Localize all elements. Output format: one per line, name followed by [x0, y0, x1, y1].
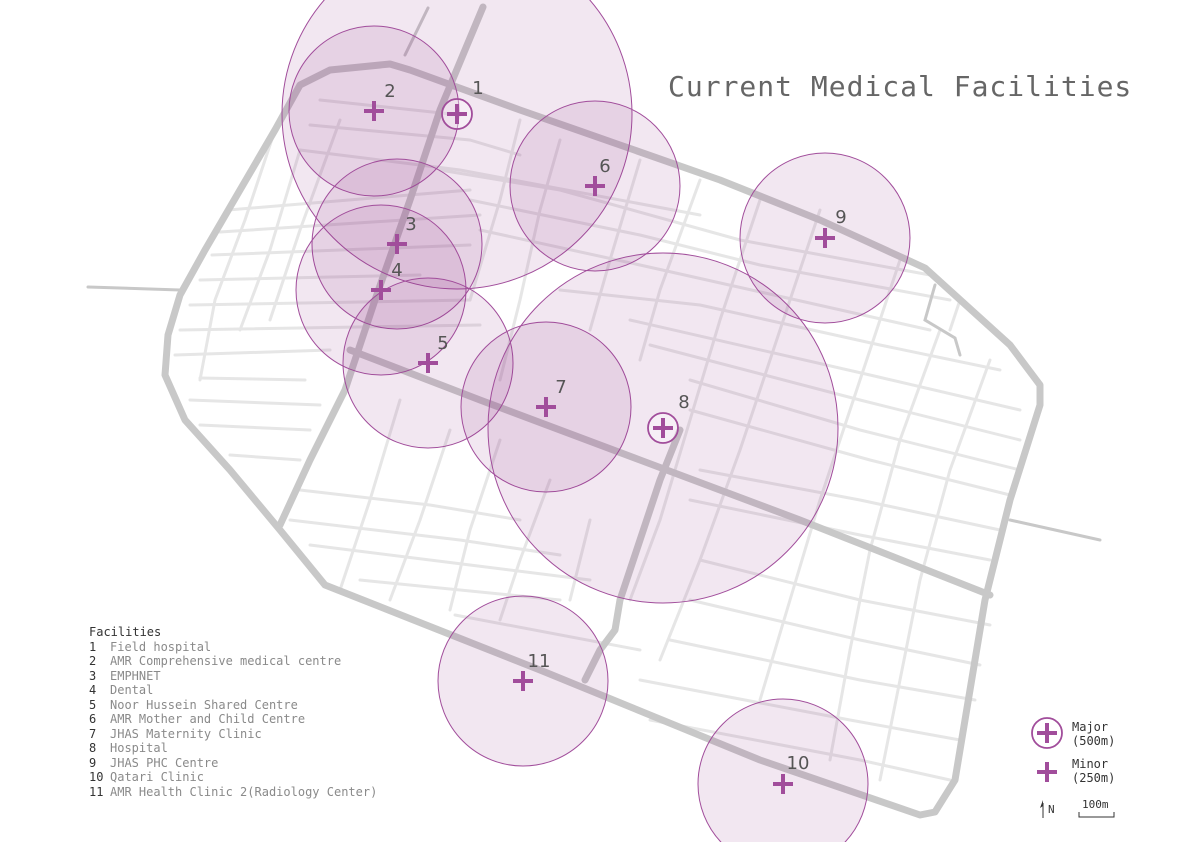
minor-facility-icon	[536, 397, 556, 417]
facility-label: 6	[599, 156, 610, 177]
legend-item: 8 Hospital	[89, 741, 377, 756]
legend-item: 3 EMPHNET	[89, 669, 377, 684]
minor-facility-icon	[387, 234, 407, 254]
minor-key: Minor (250m)	[1072, 757, 1115, 785]
facility-label: 1	[472, 78, 483, 99]
legend-list: 1 Field hospital 2 AMR Comprehensive medica…	[89, 640, 377, 800]
legend-item: 10 Qatari Clinic	[89, 770, 377, 785]
minor-facility-icon	[815, 228, 835, 248]
catchment-circle-10	[697, 698, 869, 842]
legend-item-number: 4	[89, 683, 97, 697]
legend-item-name: Field hospital	[110, 639, 212, 654]
facility-label: 9	[835, 207, 846, 228]
catchment-areas	[281, 0, 911, 842]
major-facility-icon	[441, 98, 473, 130]
facility-label: 4	[391, 260, 402, 281]
facility-label: 10	[787, 753, 810, 774]
legend-item-number: 10	[89, 770, 104, 784]
facilities-legend: Facilities 1 Field hospital 2 AMR Comprehen…	[89, 625, 377, 799]
major-key-range: (500m)	[1072, 734, 1116, 748]
minor-key-label: Minor	[1072, 757, 1109, 771]
legend-item: 7 JHAS Maternity Clinic	[89, 727, 377, 742]
major-facility-icon	[647, 412, 679, 444]
minor-facility-icon	[513, 671, 533, 691]
legend-heading: Facilities	[89, 625, 162, 639]
minor-facility-icon	[364, 101, 384, 121]
legend-item-name: AMR Health Clinic 2(Radiology Center)	[110, 784, 378, 799]
legend-item-name: EMPHNET	[110, 668, 161, 683]
facility-label: 3	[405, 214, 416, 235]
legend-item-name: JHAS Maternity Clinic	[110, 726, 262, 741]
legend-item-name: AMR Mother and Child Centre	[110, 712, 306, 726]
major-road-network	[161, 3, 1044, 819]
map-title: Current Medical Facilities	[668, 70, 1133, 103]
legend-item: 6 AMR Mother and Child Centre	[89, 712, 377, 727]
legend-item-number: 1	[89, 639, 97, 654]
minor-key-icon	[1037, 762, 1057, 782]
minor-key-range: (250m)	[1072, 771, 1116, 785]
facility-label: 5	[437, 333, 448, 354]
legend-item-number: 8	[89, 741, 97, 755]
facility-markers	[364, 98, 835, 794]
minor-facility-icon	[418, 353, 438, 373]
facility-label: 2	[384, 81, 395, 102]
minor-facility-icon	[773, 774, 793, 794]
legend-item: 1 Field hospital	[89, 640, 377, 655]
catchment-circle-1	[281, 0, 633, 290]
legend-item-name: Hospital	[110, 741, 168, 755]
north-arrow-icon	[1040, 800, 1044, 818]
legend-item-number: 5	[89, 697, 97, 712]
legend-item-number: 6	[89, 712, 97, 726]
legend-item-name: Noor Hussein Shared Centre	[110, 697, 298, 712]
facility-label: 7	[555, 377, 566, 398]
facility-label: 11	[528, 651, 551, 672]
north-label: N	[1048, 803, 1055, 816]
legend-item-name: Qatari Clinic	[110, 770, 204, 784]
legend-item-number: 2	[89, 654, 97, 668]
perimeter-outer-road	[86, 6, 1102, 542]
legend-item: 5 Noor Hussein Shared Centre	[89, 698, 377, 713]
legend-item-number: 3	[89, 668, 97, 683]
minor-facility-icon	[585, 176, 605, 196]
legend-item-name: JHAS PHC Centre	[110, 755, 219, 770]
major-key-label: Major	[1072, 720, 1109, 734]
legend-item-number: 9	[89, 755, 97, 770]
legend-item: 2 AMR Comprehensive medical centre	[89, 654, 377, 669]
legend-item: 4 Dental	[89, 683, 377, 698]
legend-item: 11 AMR Health Clinic 2(Radiology Center)	[89, 785, 377, 800]
facility-labels: 1 2 3 4 5 6 7 8 9 10 11	[384, 78, 846, 774]
legend-item-number: 11	[89, 784, 104, 799]
facility-label: 8	[678, 392, 689, 413]
scale-label: 100m	[1082, 798, 1109, 811]
legend-item-number: 7	[89, 726, 97, 741]
scale-bar	[1078, 812, 1115, 818]
legend-item: 9 JHAS PHC Centre	[89, 756, 377, 771]
legend-item-name: AMR Comprehensive medical centre	[110, 654, 342, 668]
major-key-icon	[1031, 717, 1063, 749]
legend-item-name: Dental	[110, 683, 154, 697]
major-key: Major (500m)	[1072, 720, 1115, 748]
minor-facility-icon	[371, 280, 391, 300]
